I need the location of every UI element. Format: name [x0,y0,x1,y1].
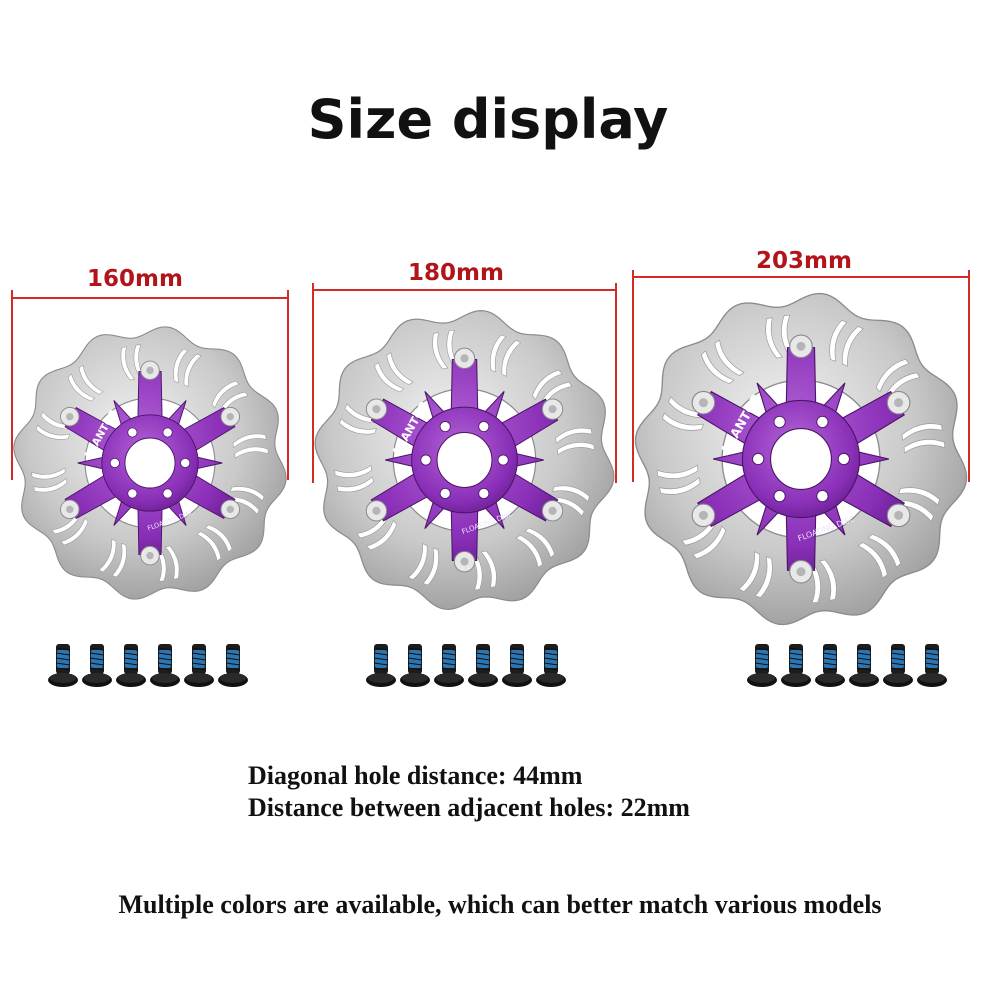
rotor-spider [64,370,236,556]
rotor-spider [370,359,559,561]
colors-note: Multiple colors are available, which can… [118,890,882,919]
bolt [849,644,879,687]
bolt [150,644,180,687]
bolt [468,644,498,687]
dimension-tick [11,290,13,480]
bolt-set-180 [366,644,566,687]
dimension-tick [632,270,634,482]
bolt [536,644,566,687]
bolt [82,644,112,687]
dimension-tick [287,290,289,480]
dimension-line-203 [632,276,970,278]
bolt [434,644,464,687]
bolt [218,644,248,687]
dimension-line-180 [312,289,617,291]
bolt [781,644,811,687]
bolt [48,644,78,687]
dimension-line-160 [11,297,289,299]
spec-diagonal-hole-distance: Diagonal hole distance: 44mm [248,761,583,790]
bolt [366,644,396,687]
bolt [883,644,913,687]
spec-adjacent-hole-distance: Distance between adjacent holes: 22mm [248,793,690,822]
bolt [815,644,845,687]
size-label-203: 203mm [756,248,852,274]
bolt [184,644,214,687]
dimension-tick [968,270,970,482]
dimension-tick [615,283,617,483]
bolt [400,644,430,687]
bolt [502,644,532,687]
bolt [747,644,777,687]
page-title: Size display [307,88,669,151]
dimension-tick [312,283,314,483]
bolt-set-203 [747,644,947,687]
bolt-set-160 [48,644,248,687]
bolt [917,644,947,687]
size-label-160: 160mm [87,266,183,292]
size-label-180: 180mm [408,260,504,286]
rotor-spider [697,347,905,571]
bolt [116,644,146,687]
